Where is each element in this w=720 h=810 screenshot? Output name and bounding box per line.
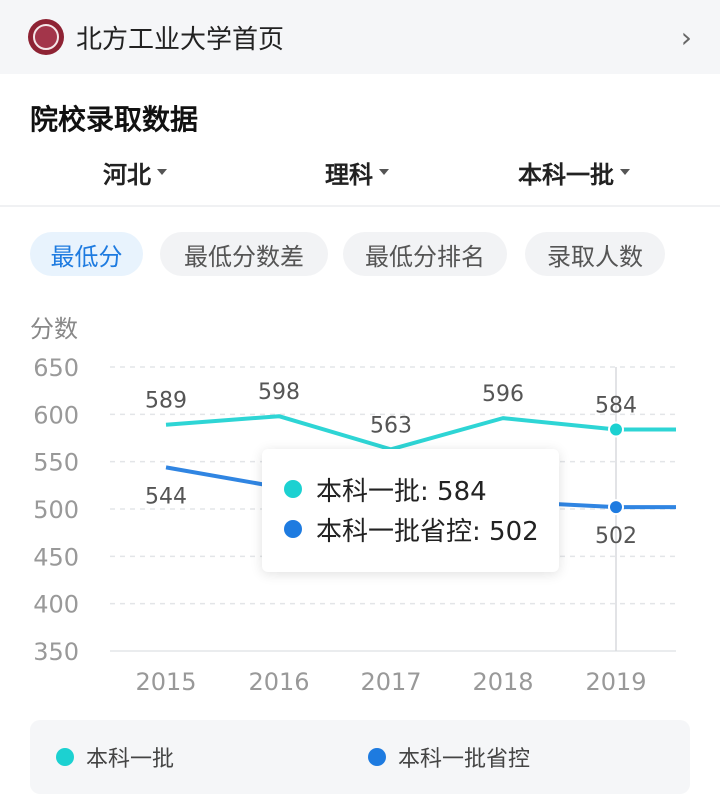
data-point bbox=[608, 421, 624, 438]
x-tick-label: 2019 bbox=[585, 668, 646, 696]
home-link-title: 北方工业大学首页 bbox=[76, 24, 285, 55]
chevron-right-icon[interactable]: › bbox=[680, 20, 692, 54]
subject-filter[interactable]: 理科 bbox=[325, 152, 389, 192]
legend-dot-icon bbox=[368, 748, 386, 766]
province-filter-label: 河北 bbox=[103, 160, 151, 189]
y-tick-label: 650 bbox=[33, 354, 79, 382]
y-tick-label: 500 bbox=[33, 496, 79, 524]
province-filter[interactable]: 河北 bbox=[103, 152, 167, 192]
filter-bar: 河北 理科 本科一批 bbox=[0, 152, 720, 196]
legend-item[interactable]: 本科一批 bbox=[56, 720, 174, 794]
batch-filter-label: 本科一批 bbox=[518, 160, 614, 189]
score-line-chart[interactable]: 650 600 550 500 450 400 350 2015 2016 2017 2018 201… bbox=[0, 340, 720, 700]
data-label: 563 bbox=[370, 413, 412, 438]
data-label: 598 bbox=[258, 380, 300, 405]
caret-down-icon bbox=[379, 169, 389, 175]
chart-legend: 本科一批 本科一批省控 bbox=[30, 720, 690, 794]
data-label: 584 bbox=[595, 393, 637, 418]
y-tick-label: 350 bbox=[33, 638, 79, 666]
y-axis-label: 分数 bbox=[30, 315, 78, 343]
data-label: 589 bbox=[145, 389, 187, 414]
tab-min-score-diff[interactable]: 最低分数差 bbox=[160, 232, 328, 276]
home-link-bar[interactable]: 北方工业大学首页 › bbox=[0, 0, 720, 74]
series-dot-icon bbox=[284, 480, 302, 498]
data-label: 596 bbox=[482, 382, 524, 407]
tooltip-value: 本科一批: 584 bbox=[316, 476, 487, 507]
series-dot-icon bbox=[284, 520, 302, 538]
data-point bbox=[608, 499, 624, 516]
legend-dot-icon bbox=[56, 748, 74, 766]
y-tick-label: 400 bbox=[33, 591, 79, 619]
batch-filter[interactable]: 本科一批 bbox=[518, 152, 630, 192]
x-tick-label: 2016 bbox=[248, 668, 309, 696]
university-seal-icon bbox=[28, 19, 64, 55]
section-title: 院校录取数据 bbox=[30, 103, 199, 136]
y-tick-label: 450 bbox=[33, 543, 79, 571]
tooltip-row: 本科一批: 584 bbox=[284, 469, 559, 509]
legend-item[interactable]: 本科一批省控 bbox=[368, 720, 530, 794]
legend-label: 本科一批 bbox=[86, 747, 175, 772]
x-tick-label: 2015 bbox=[135, 668, 196, 696]
chart-tooltip: 本科一批: 584 本科一批省控: 502 bbox=[262, 449, 559, 572]
data-label: 544 bbox=[145, 484, 187, 509]
tooltip-row: 本科一批省控: 502 bbox=[284, 509, 559, 549]
caret-down-icon bbox=[620, 169, 630, 175]
y-tick-label: 550 bbox=[33, 449, 79, 477]
tab-admission-count[interactable]: 录取人数 bbox=[525, 232, 665, 276]
x-tick-label: 2017 bbox=[360, 668, 421, 696]
caret-down-icon bbox=[157, 169, 167, 175]
subject-filter-label: 理科 bbox=[325, 160, 373, 189]
y-tick-label: 600 bbox=[33, 401, 79, 429]
tab-min-score[interactable]: 最低分 bbox=[30, 232, 143, 276]
legend-label: 本科一批省控 bbox=[398, 747, 531, 772]
tab-min-score-rank[interactable]: 最低分排名 bbox=[343, 232, 507, 276]
tooltip-value: 本科一批省控: 502 bbox=[316, 516, 539, 547]
divider bbox=[0, 205, 720, 207]
x-tick-label: 2018 bbox=[472, 668, 533, 696]
data-label: 502 bbox=[595, 524, 637, 549]
series-line bbox=[165, 414, 676, 452]
